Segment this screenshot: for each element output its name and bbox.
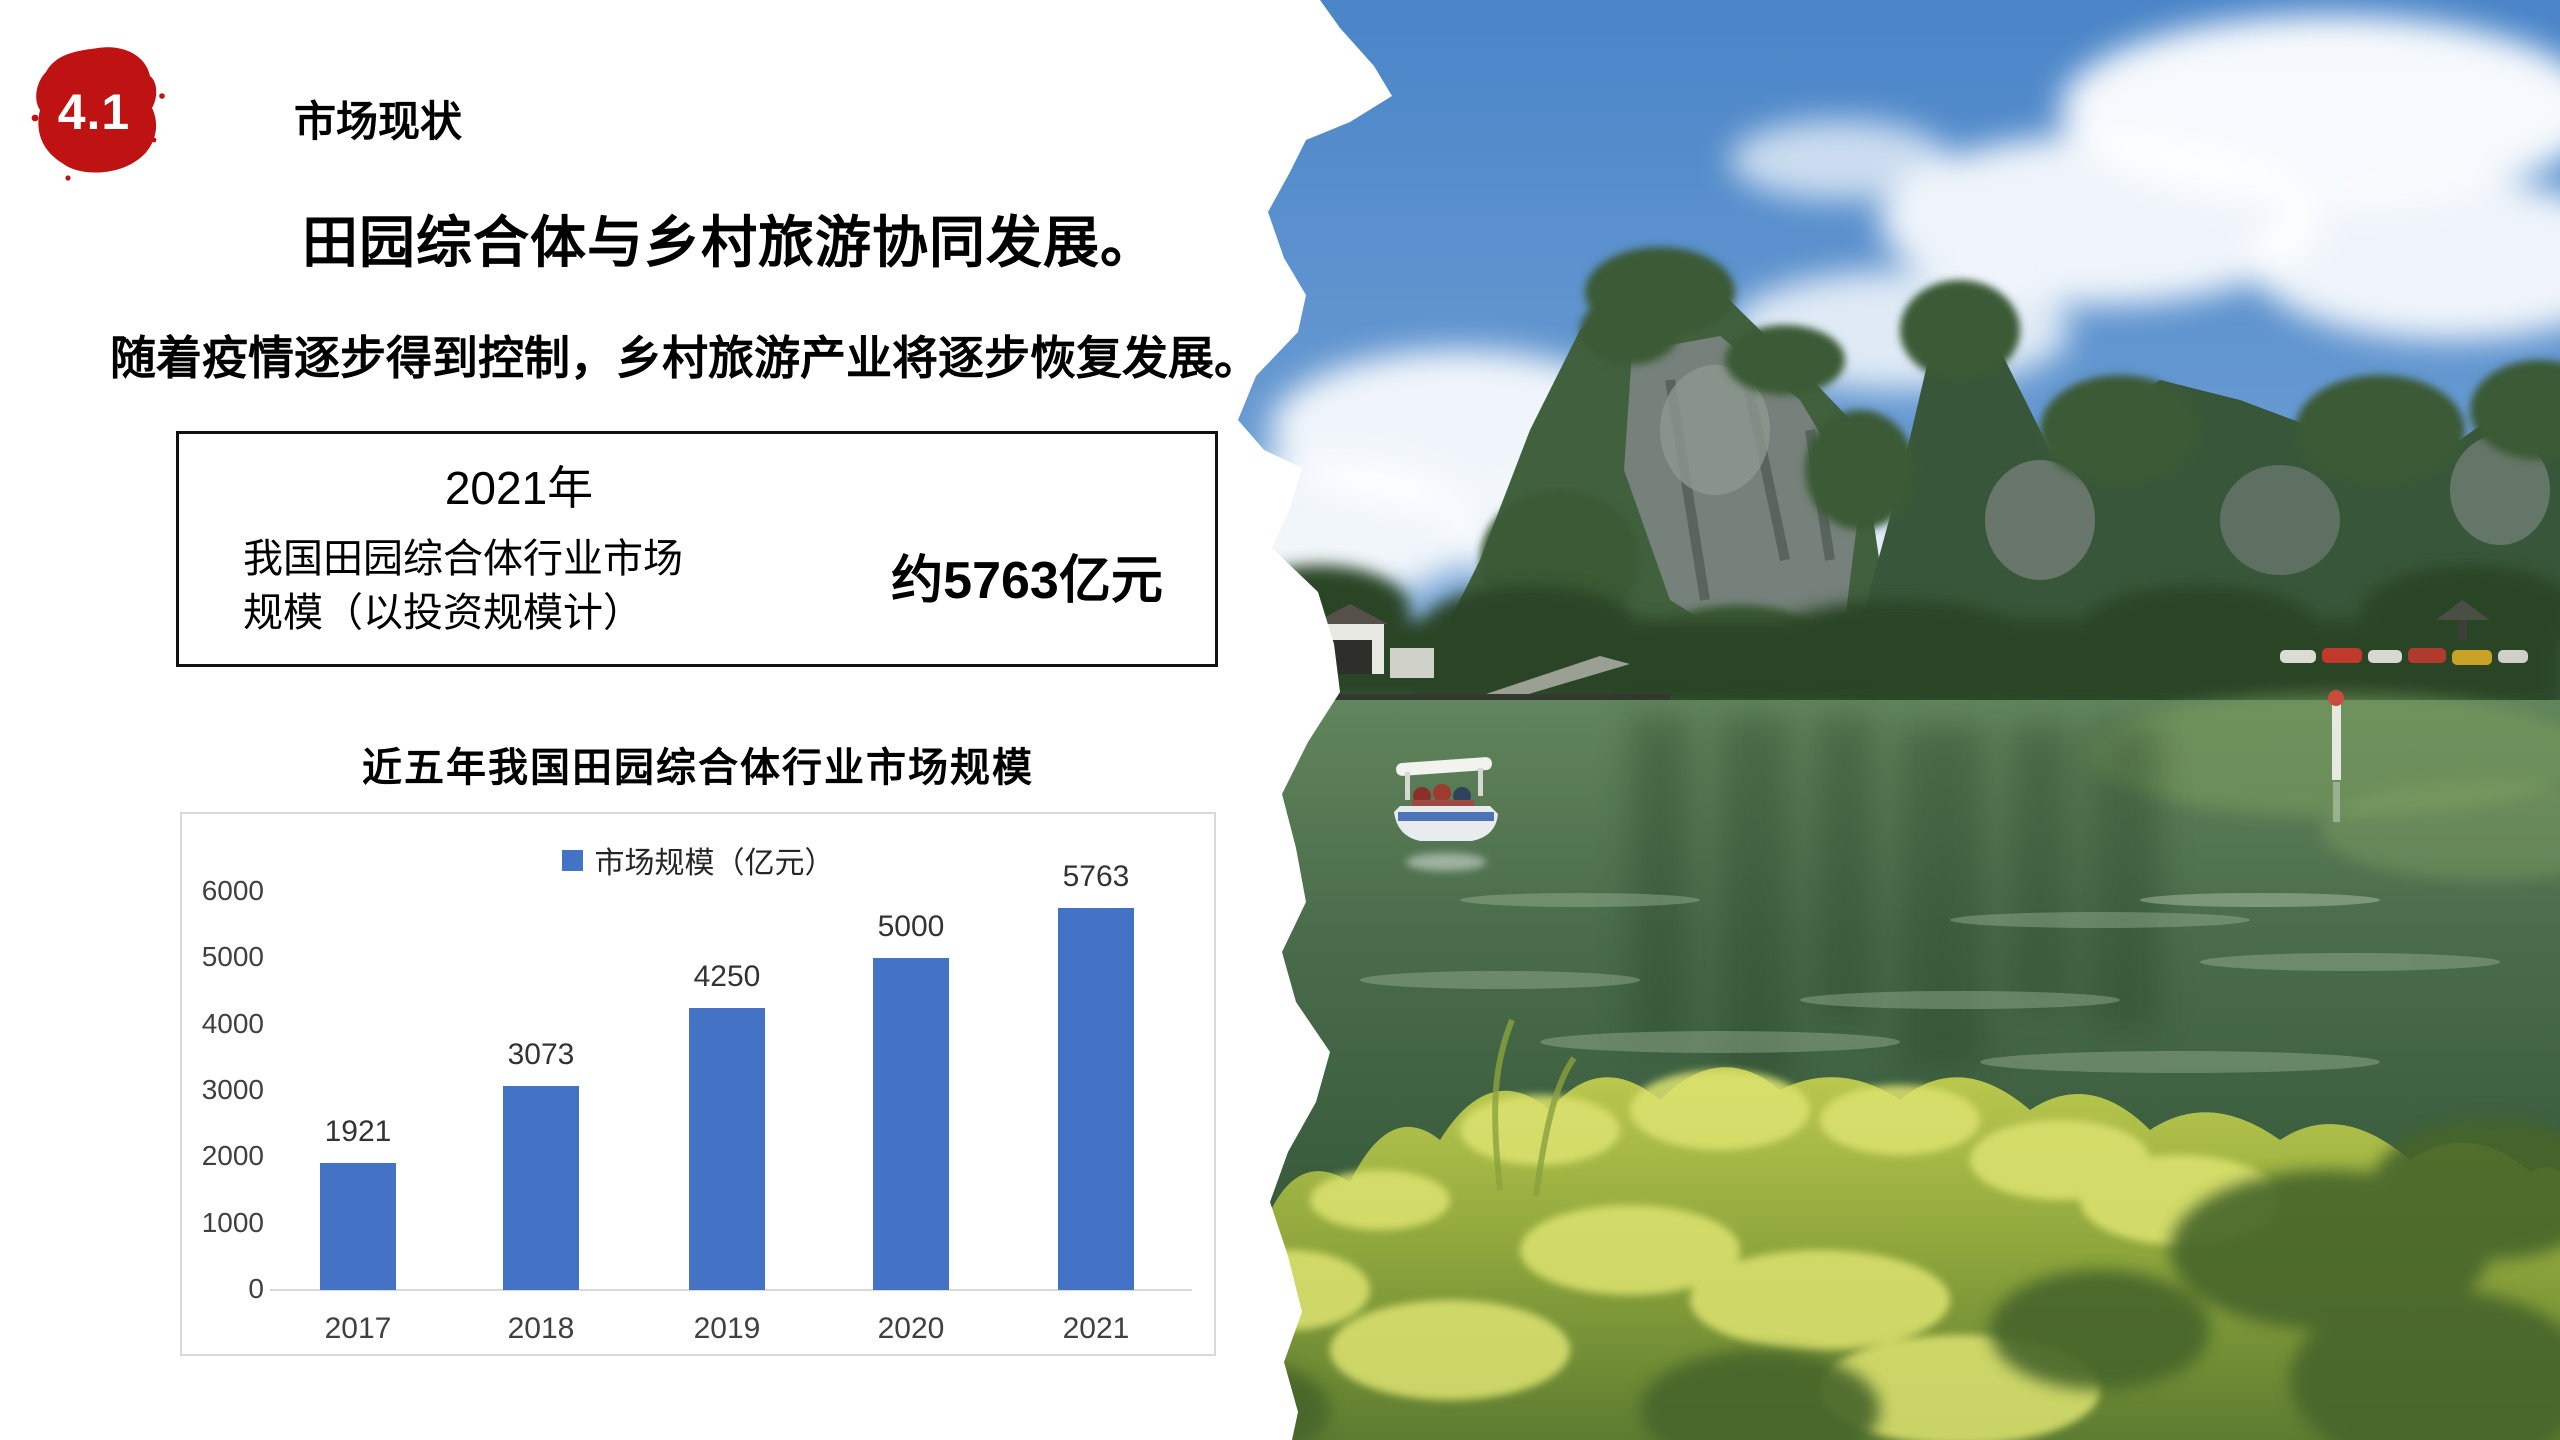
bar-value-label: 5000 xyxy=(877,910,945,944)
bar xyxy=(689,1008,765,1290)
highlight-line1: 我国田园综合体行业市场 xyxy=(243,537,683,581)
main-heading: 田园综合体与乡村旅游协同发展。 xyxy=(302,211,1157,274)
x-axis-label: 2018 xyxy=(507,1312,575,1345)
bar-value-label: 1921 xyxy=(324,1114,392,1148)
y-tick-label: 6000 xyxy=(201,875,264,906)
mountain-reflection xyxy=(1630,715,2160,1085)
pavilion xyxy=(2436,600,2490,640)
buoy-pole xyxy=(2328,690,2344,822)
y-tick-label: 1000 xyxy=(201,1206,264,1238)
chart-legend: 市场规模（亿元） xyxy=(182,838,1214,882)
bar-chart: 市场规模（亿元） 0 1000 2000 3000 4000 5000 6000 1921 20… xyxy=(180,812,1216,1356)
x-axis-label: 2021 xyxy=(1062,1312,1130,1345)
bar xyxy=(503,1086,579,1290)
highlight-year: 2021年 xyxy=(444,462,594,514)
highlight-line2: 规模（以投资规模计） xyxy=(243,591,643,635)
x-axis-label: 2020 xyxy=(877,1312,945,1345)
section-title: 市场现状 xyxy=(294,98,463,145)
grass-blades xyxy=(1492,1018,1577,1197)
badge-number: 4.1 xyxy=(57,84,131,140)
legend-swatch-icon xyxy=(561,849,583,871)
legend-label: 市场规模（亿元） xyxy=(594,847,835,880)
x-axis-line xyxy=(270,1289,1192,1291)
bar-value-label: 3073 xyxy=(507,1038,575,1072)
y-tick-label: 3000 xyxy=(201,1074,264,1105)
bar xyxy=(1058,907,1134,1290)
sub-heading: 随着疫情逐步得到控制，乡村旅游产业将逐步恢复发展。 xyxy=(110,332,1260,384)
bar xyxy=(873,958,949,1290)
x-axis-label: 2019 xyxy=(693,1312,761,1345)
scenery-photo xyxy=(1200,0,2560,1440)
bar-value-label: 5763 xyxy=(1062,859,1130,893)
ink-stamp-icon xyxy=(36,47,157,173)
highlight-value: 约5763亿元 xyxy=(891,552,1163,610)
chart-title: 近五年我国田园综合体行业市场规模 xyxy=(362,746,1034,790)
y-tick-label: 0 xyxy=(248,1273,264,1304)
bar xyxy=(320,1162,396,1290)
bar-value-label: 4250 xyxy=(693,960,761,994)
y-tick-label: 2000 xyxy=(201,1140,264,1172)
x-axis-label: 2017 xyxy=(324,1312,392,1345)
pedal-boat xyxy=(1394,757,1498,871)
y-tick-label: 5000 xyxy=(201,941,264,973)
docked-boats xyxy=(2280,648,2528,665)
section-badge xyxy=(31,47,165,181)
y-tick-label: 4000 xyxy=(201,1007,264,1039)
highlight-box: 2021年 我国田园综合体行业市场 规模（以投资规模计） 约5763亿元 xyxy=(176,431,1218,667)
